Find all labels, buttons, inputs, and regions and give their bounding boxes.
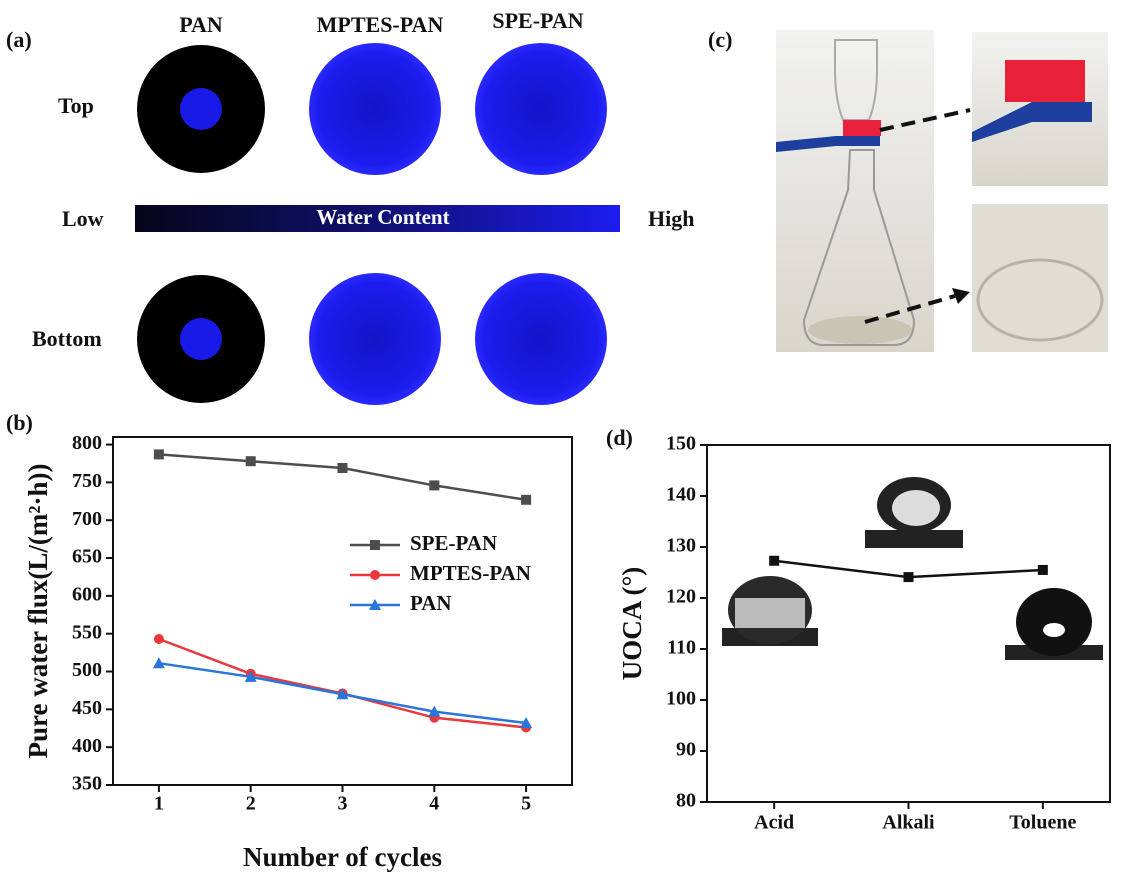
x-tick-label: Toluene [1009, 812, 1076, 834]
gradient-bar [135, 205, 620, 232]
y-tick-label: 130 [666, 535, 696, 557]
column-label: SPE-PAN [492, 8, 583, 33]
legend-marker [370, 570, 380, 580]
y-tick-label: 800 [72, 432, 102, 454]
legend-label: PAN [410, 591, 452, 615]
x-tick-label: 4 [429, 793, 439, 815]
marker [245, 456, 256, 467]
y-tick-label: 120 [666, 586, 696, 608]
x-axis-label: Number of cycles [243, 842, 442, 872]
droplet-insets [722, 477, 1103, 660]
y-tick-label: 650 [72, 546, 102, 568]
marker [769, 555, 780, 566]
marker [337, 463, 348, 474]
y-tick-label: 450 [72, 697, 102, 719]
y-tick-label: 350 [72, 773, 102, 795]
legend-marker [369, 599, 381, 610]
marker [521, 494, 532, 505]
y-tick-label: 80 [676, 790, 696, 812]
plot-frame [706, 444, 1111, 803]
y-tick-label: 150 [666, 433, 696, 455]
y-tick-label: 140 [666, 484, 696, 506]
panel-label: (c) [708, 27, 732, 52]
x-tick-label: 1 [154, 793, 164, 815]
y-axis-label: UOCA (°) [617, 567, 647, 681]
x-tick-label: Acid [754, 812, 794, 834]
x-tick-label: 3 [338, 793, 348, 815]
marker [153, 449, 164, 460]
membrane-discs [137, 43, 607, 405]
y-tick-label: 110 [667, 637, 696, 659]
marker [336, 688, 349, 700]
x-tick-label: 2 [246, 793, 256, 815]
y-tick-label: 550 [72, 621, 102, 643]
panel-label: (a) [6, 27, 32, 52]
y-tick-label: 750 [72, 470, 102, 492]
marker [520, 716, 533, 728]
marker [1037, 564, 1048, 575]
marker [153, 633, 164, 644]
y-axis-label: Pure water flux(L/(m²·h)) [23, 463, 53, 758]
panel-label: (d) [606, 425, 633, 450]
marker [429, 480, 440, 491]
panel-label: (b) [6, 410, 33, 435]
y-tick-label: 700 [72, 508, 102, 530]
marker [903, 572, 914, 583]
column-label: PAN [179, 12, 223, 37]
x-tick-label: Alkali [882, 812, 935, 834]
y-tick-label: 400 [72, 735, 102, 757]
legend-label: MPTES-PAN [410, 561, 531, 585]
scale-title: Water Content [316, 205, 449, 229]
series-line [158, 637, 527, 729]
y-tick-label: 90 [676, 739, 696, 761]
legend-label: SPE-PAN [410, 531, 497, 555]
column-label: MPTES-PAN [317, 12, 444, 37]
x-tick-label: 5 [521, 793, 531, 815]
photos [776, 30, 1108, 352]
y-tick-label: 100 [666, 688, 696, 710]
marker [428, 705, 441, 717]
row-label: Bottom [32, 326, 102, 351]
series-line [158, 453, 527, 502]
plot-frame [112, 436, 573, 786]
scale-high: High [648, 206, 694, 231]
marker [244, 670, 257, 682]
legend-marker [370, 540, 380, 550]
row-label: Top [58, 93, 94, 118]
y-tick-label: 600 [72, 583, 102, 605]
scale-low: Low [62, 206, 104, 231]
marker [152, 657, 165, 669]
y-tick-label: 500 [72, 659, 102, 681]
